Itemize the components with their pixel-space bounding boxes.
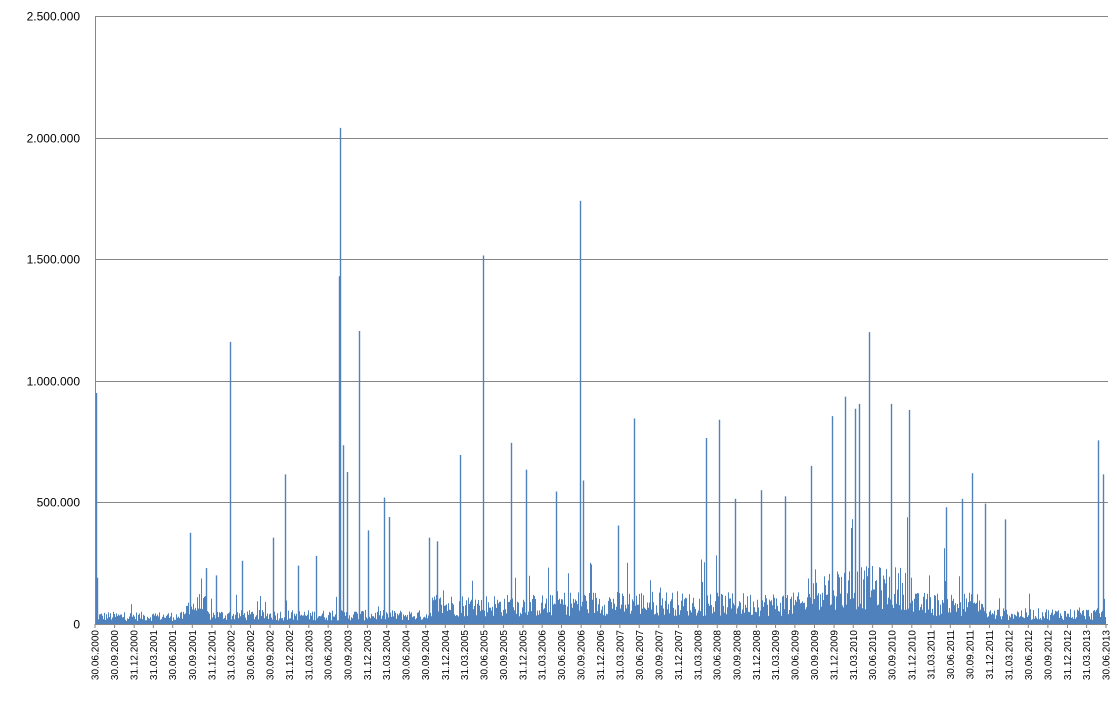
x-tick-label: 30.06.2000 [91,630,102,680]
x-tick-label: 30.09.2011 [965,630,976,680]
x-tick-label: 30.09.2008 [732,630,743,680]
x-tick-label: 30.09.2000 [110,630,121,680]
x-tick-label: 31.03.2004 [382,630,393,680]
axes [95,16,1108,625]
x-tick-label: 31.12.2004 [441,630,452,680]
x-tick-label: 31.12.2010 [907,630,918,680]
x-tick-label: 31.03.2005 [460,630,471,680]
x-tick-label: 31.03.2008 [693,630,704,680]
y-tick-label: 500.000 [37,496,81,510]
y-axis-labels: 0 500.000 1.000.000 1.500.000 2.000.000 2.500… [27,10,81,632]
x-tick-label: 30.06.2013 [1102,630,1113,680]
x-tick-label: 31.03.2013 [1082,630,1093,680]
y-tick-label: 1.500.000 [27,253,81,267]
x-tick-label: 30.09.2003 [343,630,354,680]
x-tick-label: 31.12.2009 [830,630,841,680]
x-tick-label: 31.03.2006 [538,630,549,680]
x-tick-label: 31.12.2011 [985,630,996,680]
x-tick-label: 31.03.2012 [1004,630,1015,680]
x-tick-label: 30.09.2004 [421,630,432,680]
x-tick-label: 30.09.2002 [266,630,277,680]
x-tick-label: 31.12.2006 [596,630,607,680]
x-tick-label: 31.03.2010 [849,630,860,680]
x-tick-label: 30.06.2010 [868,630,879,680]
x-tick-label: 30.09.2012 [1043,630,1054,680]
x-tick-label: 30.06.2012 [1024,630,1035,680]
gridlines [95,16,1108,503]
x-tick-label: 30.06.2007 [635,630,646,680]
x-tick-label: 30.06.2009 [790,630,801,680]
x-tick-label: 31.12.2003 [363,630,374,680]
x-tick-label: 31.03.2011 [926,630,937,680]
x-tick-label: 31.03.2002 [227,630,238,680]
y-tick-label: 0 [73,618,80,632]
bars [95,127,1106,624]
x-tick-label: 30.06.2004 [402,630,413,680]
x-tick-label: 30.09.2001 [188,630,199,680]
x-tick-label: 30.09.2006 [577,630,588,680]
x-tick-label: 30.06.2006 [557,630,568,680]
y-tick-label: 2.500.000 [27,10,81,24]
x-axis-labels: 30.06.2000 30.09.2000 31.12.2000 31.03.2001… [91,624,1113,680]
background-bars [95,517,1106,624]
x-tick-label: 30.06.2003 [324,630,335,680]
x-tick-label: 30.09.2005 [499,630,510,680]
x-tick-label: 30.09.2009 [810,630,821,680]
x-tick-label: 30.09.2007 [654,630,665,680]
y-tick-label: 2.000.000 [27,132,81,146]
x-tick-label: 30.06.2002 [246,630,257,680]
x-tick-label: 31.03.2009 [771,630,782,680]
x-tick-label: 30.06.2005 [479,630,490,680]
x-tick-label: 31.12.2008 [752,630,763,680]
y-tick-label: 1.000.000 [27,375,81,389]
x-tick-label: 31.03.2001 [149,630,160,680]
x-tick-label: 31.12.2000 [130,630,141,680]
x-tick-label: 31.12.2007 [674,630,685,680]
x-tick-label: 30.06.2001 [168,630,179,680]
x-tick-label: 31.12.2012 [1063,630,1074,680]
x-tick-label: 31.12.2005 [518,630,529,680]
x-tick-label: 31.12.2001 [207,630,218,680]
x-tick-label: 30.06.2011 [946,630,957,680]
x-tick-label: 31.12.2002 [285,630,296,680]
x-tick-label: 30.06.2008 [713,630,724,680]
x-tick-label: 31.03.2007 [615,630,626,680]
x-tick-label: 31.03.2003 [304,630,315,680]
x-tick-label: 30.09.2010 [888,630,899,680]
